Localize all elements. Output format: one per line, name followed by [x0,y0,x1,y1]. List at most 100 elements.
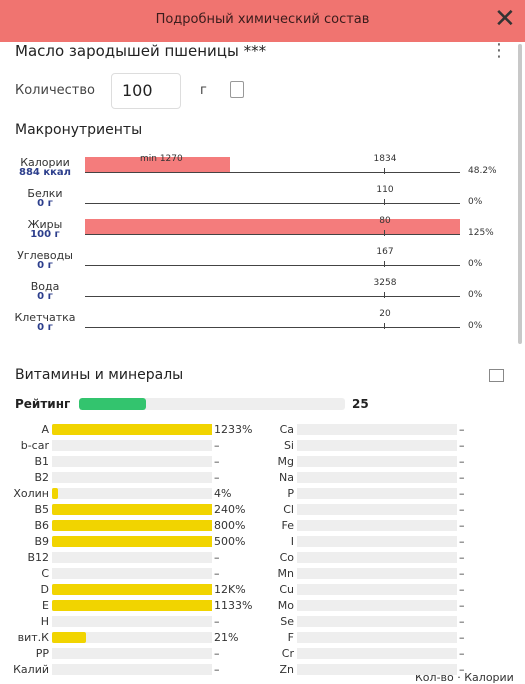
nutrient-percent: – [459,663,465,676]
macro-min: min 1270 [140,154,183,164]
nutrient-track [297,616,457,627]
nutrient-percent: – [459,487,465,500]
nutrient-name: D [40,583,49,596]
nutrient-percent: 21% [214,631,239,644]
nutrient-percent: 1133% [214,599,253,612]
nutrient-name: E [42,599,49,612]
nutrient-name: A [41,423,49,436]
macro-percent: 0% [468,321,483,331]
nutrient-track [52,600,212,611]
table-icon[interactable] [489,369,504,382]
nutrient-name: B1 [34,455,49,468]
nutrient-bar [52,488,59,499]
nutrient-bar [52,424,212,435]
nutrient-name: Si [283,439,294,452]
macro-name: Жиры [27,218,63,231]
macro-track [85,281,460,297]
header-title: Подробный химический состав [155,12,370,27]
norm-tick [384,323,385,329]
nutrient-name: PP [35,647,49,660]
nutrient-bar [52,600,212,611]
nutrient-percent: – [459,551,465,564]
nutrient-track [297,472,457,483]
nutrient-name: вит.К [17,631,49,644]
close-button[interactable]: ✕ [494,4,516,34]
macro-percent: 0% [468,197,483,207]
quantity-value: 100 [122,81,153,100]
macro-percent: 0% [468,290,483,300]
nutrient-name: Zn [279,663,294,676]
nutrient-track [52,440,212,451]
nutrient-track [297,536,457,547]
nutrient-name: Mg [277,455,294,468]
nutrient-bar [52,504,212,515]
nutrient-track [297,600,457,611]
nutrient-bar [52,520,212,531]
macro-norm: 80 [379,216,391,226]
macro-norm: 20 [379,309,391,319]
nutrient-name: B5 [34,503,49,516]
quantity-input[interactable] [111,73,181,109]
nutrient-track [297,504,457,515]
nutrient-track [52,632,212,643]
macro-track [85,250,460,266]
nutrient-track [52,472,212,483]
macro-name: Вода [30,280,60,293]
macro-amount: 0 г [37,198,53,209]
macro-percent: 0% [468,259,483,269]
nutrient-percent: 12K% [214,583,246,596]
macro-amount: 100 г [30,229,60,240]
nutrient-track [52,584,212,595]
nutrient-percent: – [214,455,220,468]
nutrient-track [52,456,212,467]
nutrient-percent: – [214,567,220,580]
menu-button[interactable]: ⋮ [490,40,508,61]
nutrient-name: Калий [13,663,49,676]
norm-tick [384,261,385,267]
nutrient-name: H [40,615,49,628]
nutrient-track [52,536,212,547]
nutrient-track [297,632,457,643]
rating-bar [79,398,146,410]
nutrient-track [297,424,457,435]
nutrient-name: Cl [283,503,294,516]
nutrient-name: B12 [27,551,49,564]
calculator-icon[interactable] [230,81,244,98]
nutrient-percent: 500% [214,535,246,548]
nutrient-percent: – [459,583,465,596]
macro-amount: 884 ккал [18,167,71,178]
nutrient-name: B6 [34,519,49,532]
product-name: Масло зародышей пшеницы *** [15,42,267,60]
nutrient-percent: 4% [214,487,232,500]
nutrient-track [52,664,212,675]
nutrient-bar [52,632,86,643]
rating-value: 25 [352,397,369,411]
nutrient-name: C [41,567,49,580]
nutrient-percent: – [214,663,220,676]
nutrient-percent: – [214,551,220,564]
nutrient-track [52,552,212,563]
nutrient-percent: – [459,503,465,516]
norm-tick [384,168,385,174]
nutrient-name: Cu [279,583,294,596]
nutrient-name: F [287,631,294,644]
nutrient-name: B9 [34,535,49,548]
macro-track [85,312,460,328]
nutrient-percent: – [459,615,465,628]
nutrient-name: b-car [20,439,49,452]
macro-percent: 125% [468,228,494,238]
nutrient-percent: – [214,647,220,660]
nutrient-percent: – [459,567,465,580]
scrollbar[interactable] [518,44,522,344]
nutrient-name: Холин [13,487,49,500]
nutrient-track [297,584,457,595]
nutrient-name: P [287,487,294,500]
nutrient-name: Na [279,471,294,484]
macro-norm: 1834 [373,154,397,164]
nutrient-name: Ca [279,423,294,436]
nutrient-bar [52,584,212,595]
macro-amount: 0 г [37,291,53,302]
macro-track [85,188,460,204]
macro-name: Белки [27,187,63,200]
